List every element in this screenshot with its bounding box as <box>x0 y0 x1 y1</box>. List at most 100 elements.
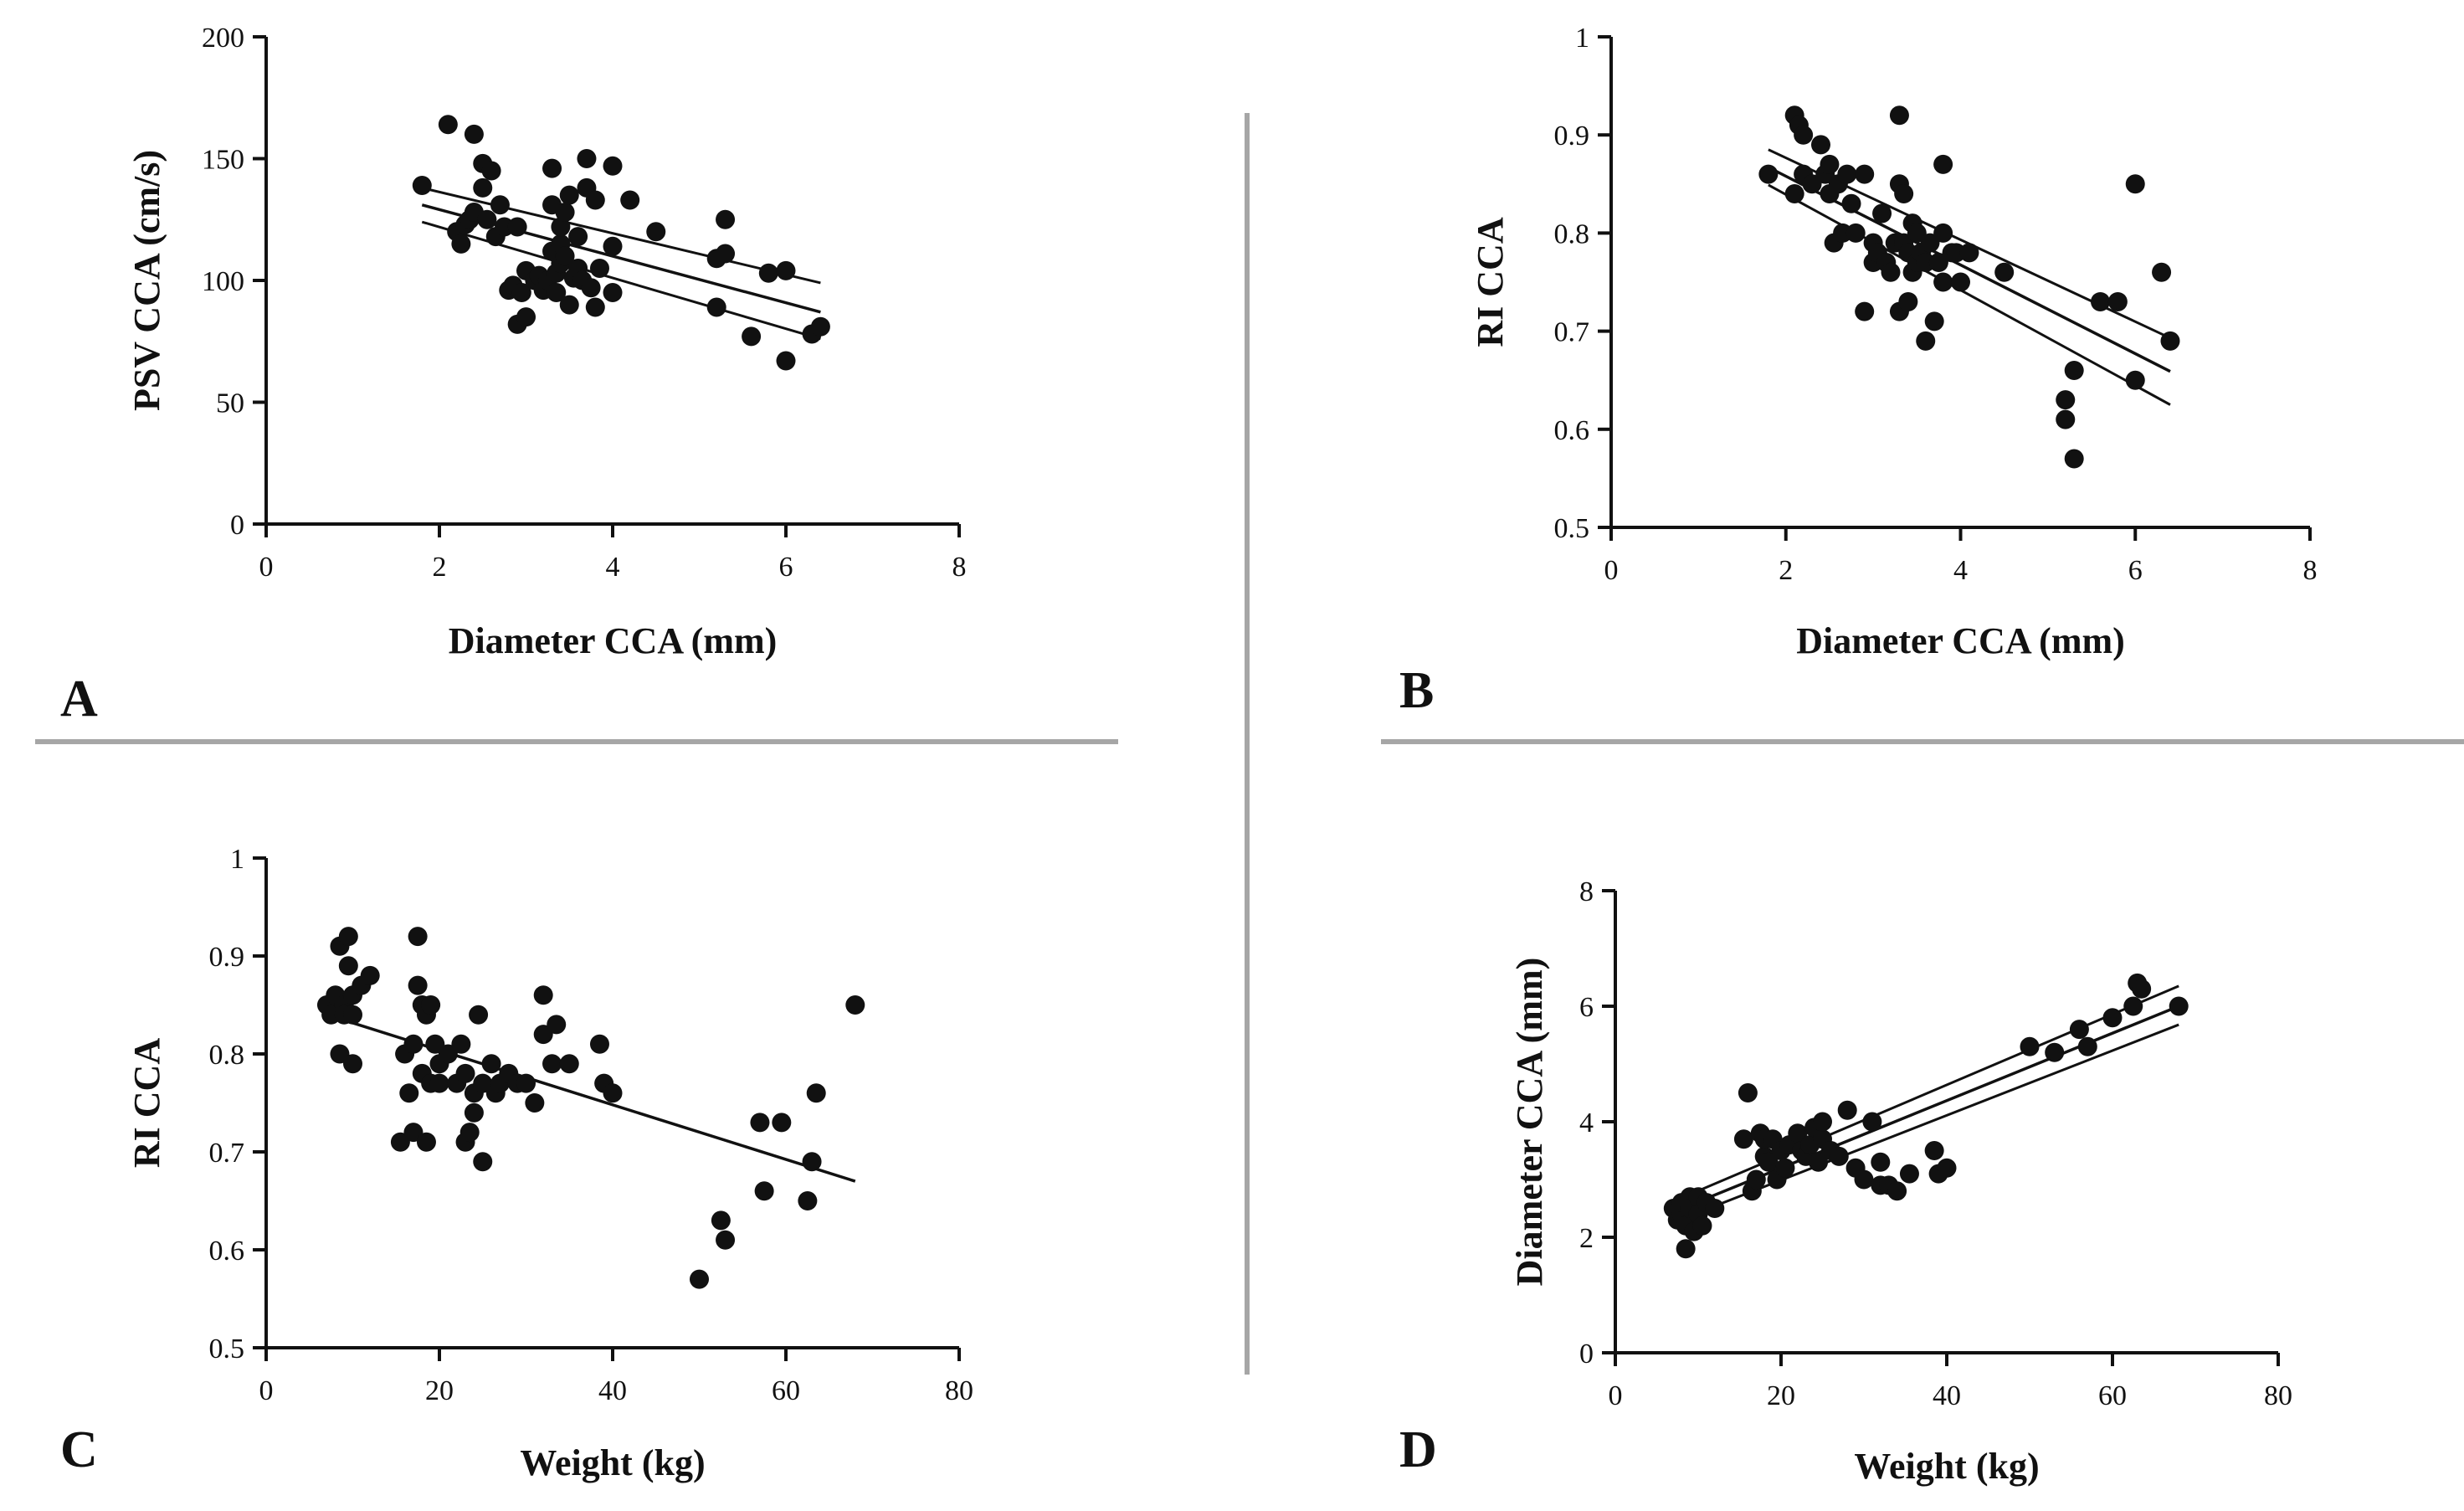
data-point <box>2077 1036 2097 1056</box>
data-point <box>473 177 493 198</box>
data-point <box>2160 331 2180 351</box>
data-point <box>845 995 865 1015</box>
data-point <box>2125 370 2145 390</box>
y-tick-label: 0.9 <box>209 942 245 973</box>
x-axis-title: Weight (kg) <box>1854 1446 2039 1487</box>
data-point <box>620 190 640 210</box>
x-tick-label: 4 <box>1953 555 1968 586</box>
data-point <box>464 124 484 144</box>
data-point <box>459 1123 480 1143</box>
data-point <box>577 149 597 168</box>
data-point <box>473 1152 493 1172</box>
scatter-panel-b: 0 2 4 6 8 0.5 0.6 0.7 0.8 0.9 1 Diameter CCA (mm) RI… <box>1470 23 2318 661</box>
y-tick-label: 8 <box>1579 876 1594 907</box>
data-point <box>338 956 358 976</box>
data-point <box>516 307 536 327</box>
data-point <box>1855 301 1875 321</box>
data-point <box>711 1210 731 1231</box>
data-point <box>1784 184 1804 204</box>
y-axis-title: RI CCA <box>126 1038 167 1168</box>
x-tick-label: 6 <box>2128 555 2143 586</box>
data-point <box>706 297 726 317</box>
data-point <box>1837 1100 1857 1120</box>
data-point <box>416 1132 436 1152</box>
data-point <box>1894 184 1914 204</box>
data-point <box>589 258 609 278</box>
data-point <box>716 1230 736 1250</box>
data-point <box>1933 272 1953 292</box>
data-point <box>690 1269 709 1289</box>
y-tick-label: 0.5 <box>1554 513 1590 544</box>
y-tick-label: 4 <box>1579 1108 1594 1138</box>
data-point <box>438 115 458 135</box>
data-point <box>716 244 736 264</box>
x-axis-title: Weight (kg) <box>520 1442 705 1483</box>
data-point <box>2132 979 2152 999</box>
data-point <box>1705 1199 1725 1218</box>
data-point <box>1871 1152 1891 1172</box>
data-point <box>1855 164 1875 184</box>
data-point <box>742 326 762 347</box>
y-tick-label: 100 <box>202 266 244 297</box>
data-point <box>1676 1239 1696 1259</box>
x-tick-label: 60 <box>2098 1380 2127 1411</box>
data-point <box>1733 1129 1753 1149</box>
data-point <box>2169 996 2189 1016</box>
data-point <box>555 203 575 223</box>
data-point <box>1837 164 1857 184</box>
data-point <box>525 1093 545 1113</box>
y-tick-label: 200 <box>202 23 244 54</box>
data-point <box>360 965 380 985</box>
data-point <box>451 1034 471 1054</box>
data-point <box>1746 1169 1766 1190</box>
data-point <box>716 209 736 229</box>
panel-letter-a: A <box>60 671 98 727</box>
y-tick-label: 0.7 <box>1554 317 1590 348</box>
data-point <box>776 260 796 280</box>
data-point <box>750 1113 770 1133</box>
data-point <box>568 227 588 247</box>
data-point <box>802 1152 822 1172</box>
data-point <box>798 1191 818 1210</box>
x-tick-label: 0 <box>1609 1380 1623 1411</box>
data-point <box>603 236 623 256</box>
data-point <box>581 278 601 298</box>
data-point <box>758 263 778 283</box>
y-tick-label: 0.9 <box>1554 121 1590 152</box>
x-tick-label: 40 <box>598 1375 627 1406</box>
data-point <box>646 222 666 242</box>
data-point <box>547 283 567 303</box>
x-tick-label: 8 <box>952 552 967 583</box>
data-point <box>2152 262 2172 282</box>
x-tick-label: 8 <box>2303 555 2318 586</box>
x-tick-label: 60 <box>772 1375 800 1406</box>
data-point <box>1862 1112 1882 1132</box>
y-tick-label: 50 <box>216 388 244 419</box>
data-point <box>1951 272 1970 292</box>
data-point <box>1924 311 1944 331</box>
x-axis-title: Diameter CCA (mm) <box>449 620 778 661</box>
data-point <box>2064 360 2084 380</box>
y-tick-label: 0.7 <box>209 1138 245 1169</box>
data-point <box>559 1054 579 1074</box>
y-tick-label: 1 <box>230 844 244 875</box>
data-point <box>1994 262 2015 282</box>
x-tick-label: 4 <box>606 552 620 583</box>
data-point <box>1813 1112 1832 1132</box>
x-tick-label: 0 <box>259 552 274 583</box>
data-point <box>603 156 623 176</box>
data-point <box>455 1063 475 1083</box>
data-point <box>776 351 796 371</box>
data-point <box>1937 1158 1957 1178</box>
data-point <box>1820 154 1840 174</box>
data-point <box>547 1015 567 1035</box>
data-point <box>603 1083 623 1103</box>
confidence-band-upper <box>1672 984 2179 1203</box>
x-tick-label: 80 <box>2264 1380 2292 1411</box>
data-point <box>1809 1152 1829 1172</box>
y-axis-title: Diameter CCA (mm) <box>1509 958 1550 1287</box>
panel-letter-b: B <box>1399 662 1434 719</box>
data-point <box>1872 203 1892 224</box>
data-point <box>1841 193 1861 213</box>
